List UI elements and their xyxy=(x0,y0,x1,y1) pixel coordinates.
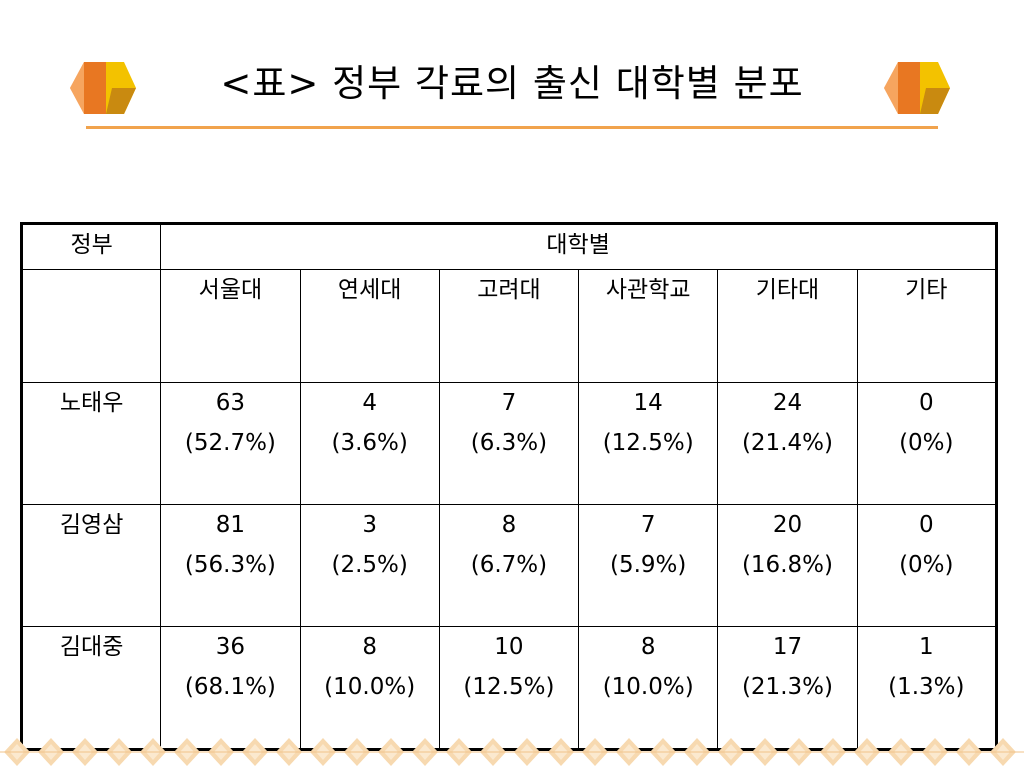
column-header: 고려대 xyxy=(438,269,580,383)
table-cell: 8 (10.0%) xyxy=(299,626,440,750)
cell-count: 17 xyxy=(772,634,803,660)
cell-count: 1 xyxy=(918,634,934,660)
cell-count: 4 xyxy=(362,390,377,416)
cell-count: 0 xyxy=(918,512,934,538)
table-cell: 8 (10.0%) xyxy=(578,626,719,750)
table-cell: 17 (21.3%) xyxy=(717,626,858,750)
cell-percent: (1.3%) xyxy=(888,674,965,700)
cell-count: 0 xyxy=(918,390,934,416)
cell-percent: (5.9%) xyxy=(610,552,687,578)
cell-count: 63 xyxy=(215,390,246,416)
cell-percent: (6.3%) xyxy=(470,430,548,456)
university-distribution-table: 정부 대학별 서울대 연세대 고려대 사관학교 기타대 기타 노태우 63 (52… xyxy=(20,222,998,751)
cell-count: 81 xyxy=(215,512,246,538)
table-cell: 4 (3.6%) xyxy=(299,382,440,505)
cell-count: 14 xyxy=(633,390,663,416)
cell-percent: (68.1%) xyxy=(184,674,276,700)
table-row: 김대중 36 (68.1%) 8 (10.0%) 10 (12.5%) 8 (10.0%… xyxy=(20,626,998,750)
table-cell: 14 (12.5%) xyxy=(578,382,719,505)
cell-count: 20 xyxy=(772,512,803,538)
cell-count: 10 xyxy=(494,634,524,660)
table-cell: 24 (21.4%) xyxy=(717,382,858,505)
title-underline xyxy=(86,126,938,129)
cell-count: 8 xyxy=(362,634,377,660)
cell-count: 7 xyxy=(640,512,656,538)
column-header: 연세대 xyxy=(299,269,440,383)
table-cell: 0 (0%) xyxy=(856,382,998,505)
empty-header-cell xyxy=(20,269,162,383)
group-header: 대학별 xyxy=(160,223,997,270)
table-row: 김영삼 81 (56.3%) 3 (2.5%) 8 (6.7%) 7 (5.9%) 20… xyxy=(20,504,998,627)
cell-percent: (12.5%) xyxy=(463,674,555,700)
row-label: 김대중 xyxy=(20,626,162,750)
column-header: 기타대 xyxy=(717,269,858,383)
cell-count: 3 xyxy=(362,512,377,538)
header-row: 정부 대학별 xyxy=(20,223,997,270)
table-cell: 0 (0%) xyxy=(856,504,998,627)
table-cell: 36 (68.1%) xyxy=(160,626,301,750)
table-cell: 63 (52.7%) xyxy=(160,382,301,505)
table-cell: 8 (6.7%) xyxy=(438,504,580,627)
column-header: 서울대 xyxy=(160,269,301,383)
diamond-border-decoration xyxy=(0,736,1024,768)
cell-percent: (3.6%) xyxy=(331,430,408,456)
cell-count: 24 xyxy=(772,390,803,416)
table-cell: 10 (12.5%) xyxy=(438,626,580,750)
cell-percent: (16.8%) xyxy=(741,552,833,578)
cell-percent: (0%) xyxy=(899,430,954,456)
cube-decoration-right-icon xyxy=(884,62,950,114)
table-cell: 1 (1.3%) xyxy=(856,626,998,750)
cell-percent: (10.0%) xyxy=(324,674,416,700)
cell-percent: (21.4%) xyxy=(741,430,833,456)
cell-count: 8 xyxy=(640,634,656,660)
table-row: 노태우 63 (52.7%) 4 (3.6%) 7 (6.3%) 14 (12.5%) … xyxy=(20,382,998,505)
column-header-row: 서울대 연세대 고려대 사관학교 기타대 기타 xyxy=(20,269,998,383)
cell-percent: (52.7%) xyxy=(184,430,276,456)
cell-percent: (21.3%) xyxy=(741,674,833,700)
cell-percent: (56.3%) xyxy=(184,552,276,578)
cell-percent: (12.5%) xyxy=(602,430,694,456)
slide-title: <표> 정부 각료의 출신 대학별 분포 xyxy=(220,62,804,105)
table-cell: 7 (5.9%) xyxy=(578,504,719,627)
cell-count: 36 xyxy=(215,634,246,660)
table-cell: 81 (56.3%) xyxy=(160,504,301,627)
cell-count: 8 xyxy=(501,512,517,538)
table-cell: 3 (2.5%) xyxy=(299,504,440,627)
cell-count: 7 xyxy=(501,390,517,416)
row-label: 김영삼 xyxy=(20,504,162,627)
table-cell: 7 (6.3%) xyxy=(438,382,580,505)
cell-percent: (0%) xyxy=(899,552,954,578)
cell-percent: (2.5%) xyxy=(331,552,408,578)
cell-percent: (10.0%) xyxy=(602,674,694,700)
table-cell: 20 (16.8%) xyxy=(717,504,858,627)
cell-percent: (6.7%) xyxy=(470,552,548,578)
column-header: 기타 xyxy=(856,269,998,383)
row-label: 노태우 xyxy=(20,382,162,505)
cube-decoration-left-icon xyxy=(70,62,136,114)
corner-header: 정부 xyxy=(20,223,162,270)
column-header: 사관학교 xyxy=(578,269,719,383)
